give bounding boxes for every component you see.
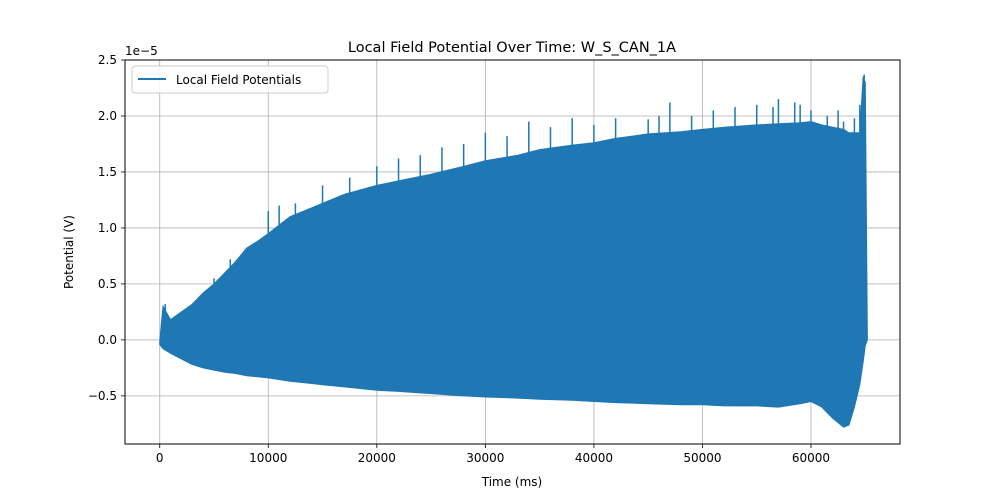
y-tick-label: 2.5 <box>98 53 117 67</box>
y-tick-label: −0.5 <box>88 389 117 403</box>
y-scale-offset: 1e−5 <box>125 44 158 58</box>
y-tick-label: 0.5 <box>98 277 117 291</box>
x-axis-label: Time (ms) <box>481 475 543 489</box>
legend: Local Field Potentials <box>131 65 329 94</box>
chart-title: Local Field Potential Over Time: W_S_CAN… <box>348 40 676 56</box>
legend-label: Local Field Potentials <box>176 73 301 87</box>
x-tick-label: 10000 <box>249 451 287 465</box>
x-tick-label: 30000 <box>466 451 504 465</box>
y-axis-ticks: −0.5 0.0 0.5 1.0 1.5 2.0 2.5 <box>88 53 125 403</box>
lfp-envelope-area <box>159 76 868 428</box>
x-tick-label: 20000 <box>358 451 396 465</box>
axes-frame <box>124 59 901 445</box>
x-tick-label: 40000 <box>575 451 613 465</box>
y-tick-label: 1.5 <box>98 165 117 179</box>
x-axis-ticks: 0 10000 20000 30000 40000 50000 60000 <box>156 444 830 465</box>
x-tick-label: 0 <box>156 451 164 465</box>
x-tick-label: 50000 <box>683 451 721 465</box>
y-tick-label: 2.0 <box>98 109 117 123</box>
legend-box <box>131 65 329 94</box>
y-tick-label: 1.0 <box>98 221 117 235</box>
y-tick-label: 0.0 <box>98 333 117 347</box>
y-axis-label: Potential (V) <box>62 215 76 289</box>
lfp-peak-spikes <box>164 74 865 311</box>
x-tick-label: 60000 <box>792 451 830 465</box>
